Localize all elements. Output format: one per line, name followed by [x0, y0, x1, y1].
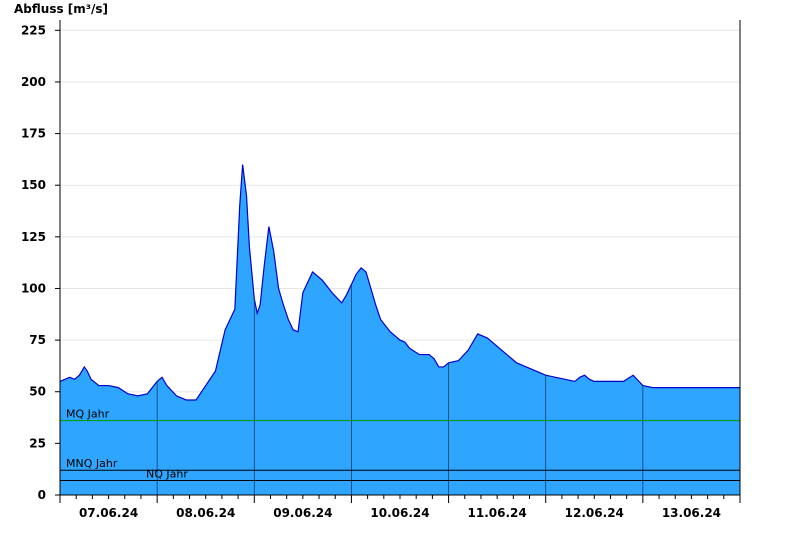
y-ticks: 0 25 50 75 100 125 150 175 200 225 — [21, 23, 60, 502]
x-tick-label-1: 08.06.24 — [176, 506, 235, 520]
x-tick-label-5: 12.06.24 — [565, 506, 624, 520]
y-tick-label-6: 150 — [21, 178, 46, 192]
y-tick-label-2: 50 — [29, 385, 46, 399]
ref-label-2: NQ Jahr — [146, 468, 188, 481]
y-tick-label-7: 175 — [21, 127, 46, 141]
x-ticks: 07.06.24 08.06.24 09.06.24 10.06.24 11.06.24… — [59, 495, 741, 520]
x-tick-label-2: 09.06.24 — [273, 506, 332, 520]
x-tick-label-4: 11.06.24 — [468, 506, 527, 520]
ref-label-1: MNQ Jahr — [66, 457, 118, 470]
plot-area — [59, 164, 740, 495]
ref-label-0: MQ Jahr — [66, 408, 110, 421]
x-tick-label-3: 10.06.24 — [370, 506, 429, 520]
x-tick-label-6: 13.06.24 — [662, 506, 721, 520]
day-separators — [156, 284, 644, 495]
y-axis-label: Abfluss [m³/s] — [14, 2, 108, 16]
y-tick-label-8: 200 — [21, 75, 46, 89]
y-tick-label-1: 25 — [29, 436, 46, 450]
y-tick-label-9: 225 — [21, 23, 46, 37]
y-tick-label-3: 75 — [29, 333, 46, 347]
y-tick-label-5: 125 — [21, 230, 46, 244]
reference-lines: MQ Jahr MNQ Jahr NQ Jahr — [60, 408, 740, 482]
y-tick-label-0: 0 — [38, 488, 46, 502]
discharge-line — [59, 164, 740, 401]
x-tick-label-0: 07.06.24 — [79, 506, 138, 520]
discharge-area — [60, 164, 740, 495]
y-tick-label-4: 100 — [21, 281, 46, 295]
